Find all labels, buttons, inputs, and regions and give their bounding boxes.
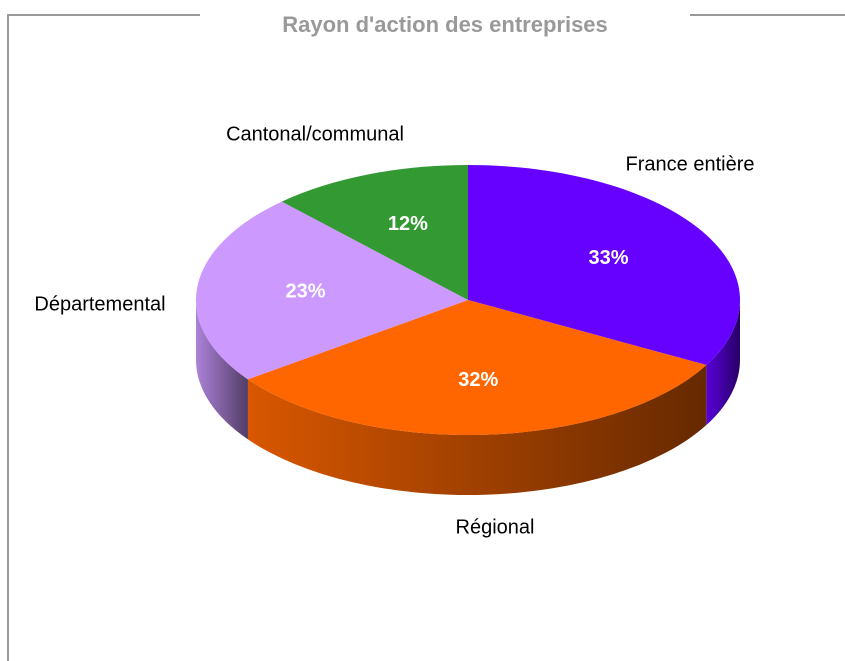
data-label: 23% (286, 281, 326, 303)
category-label: Régional (456, 516, 535, 538)
category-label: Départemental (34, 293, 165, 315)
slice (195, 201, 468, 380)
slice-side (247, 365, 707, 495)
slice (247, 300, 707, 435)
slice (281, 165, 468, 300)
category-label: France entière (626, 153, 755, 175)
data-label: 32% (458, 369, 498, 391)
slice-side (196, 300, 248, 440)
frame (7, 14, 845, 661)
data-label: 12% (388, 213, 428, 235)
slice-side (706, 300, 740, 426)
chart-title: Rayon d'action des entreprises (282, 12, 608, 37)
data-label: 33% (588, 247, 628, 269)
category-label: Cantonal/communal (226, 123, 404, 145)
slice (468, 165, 740, 366)
